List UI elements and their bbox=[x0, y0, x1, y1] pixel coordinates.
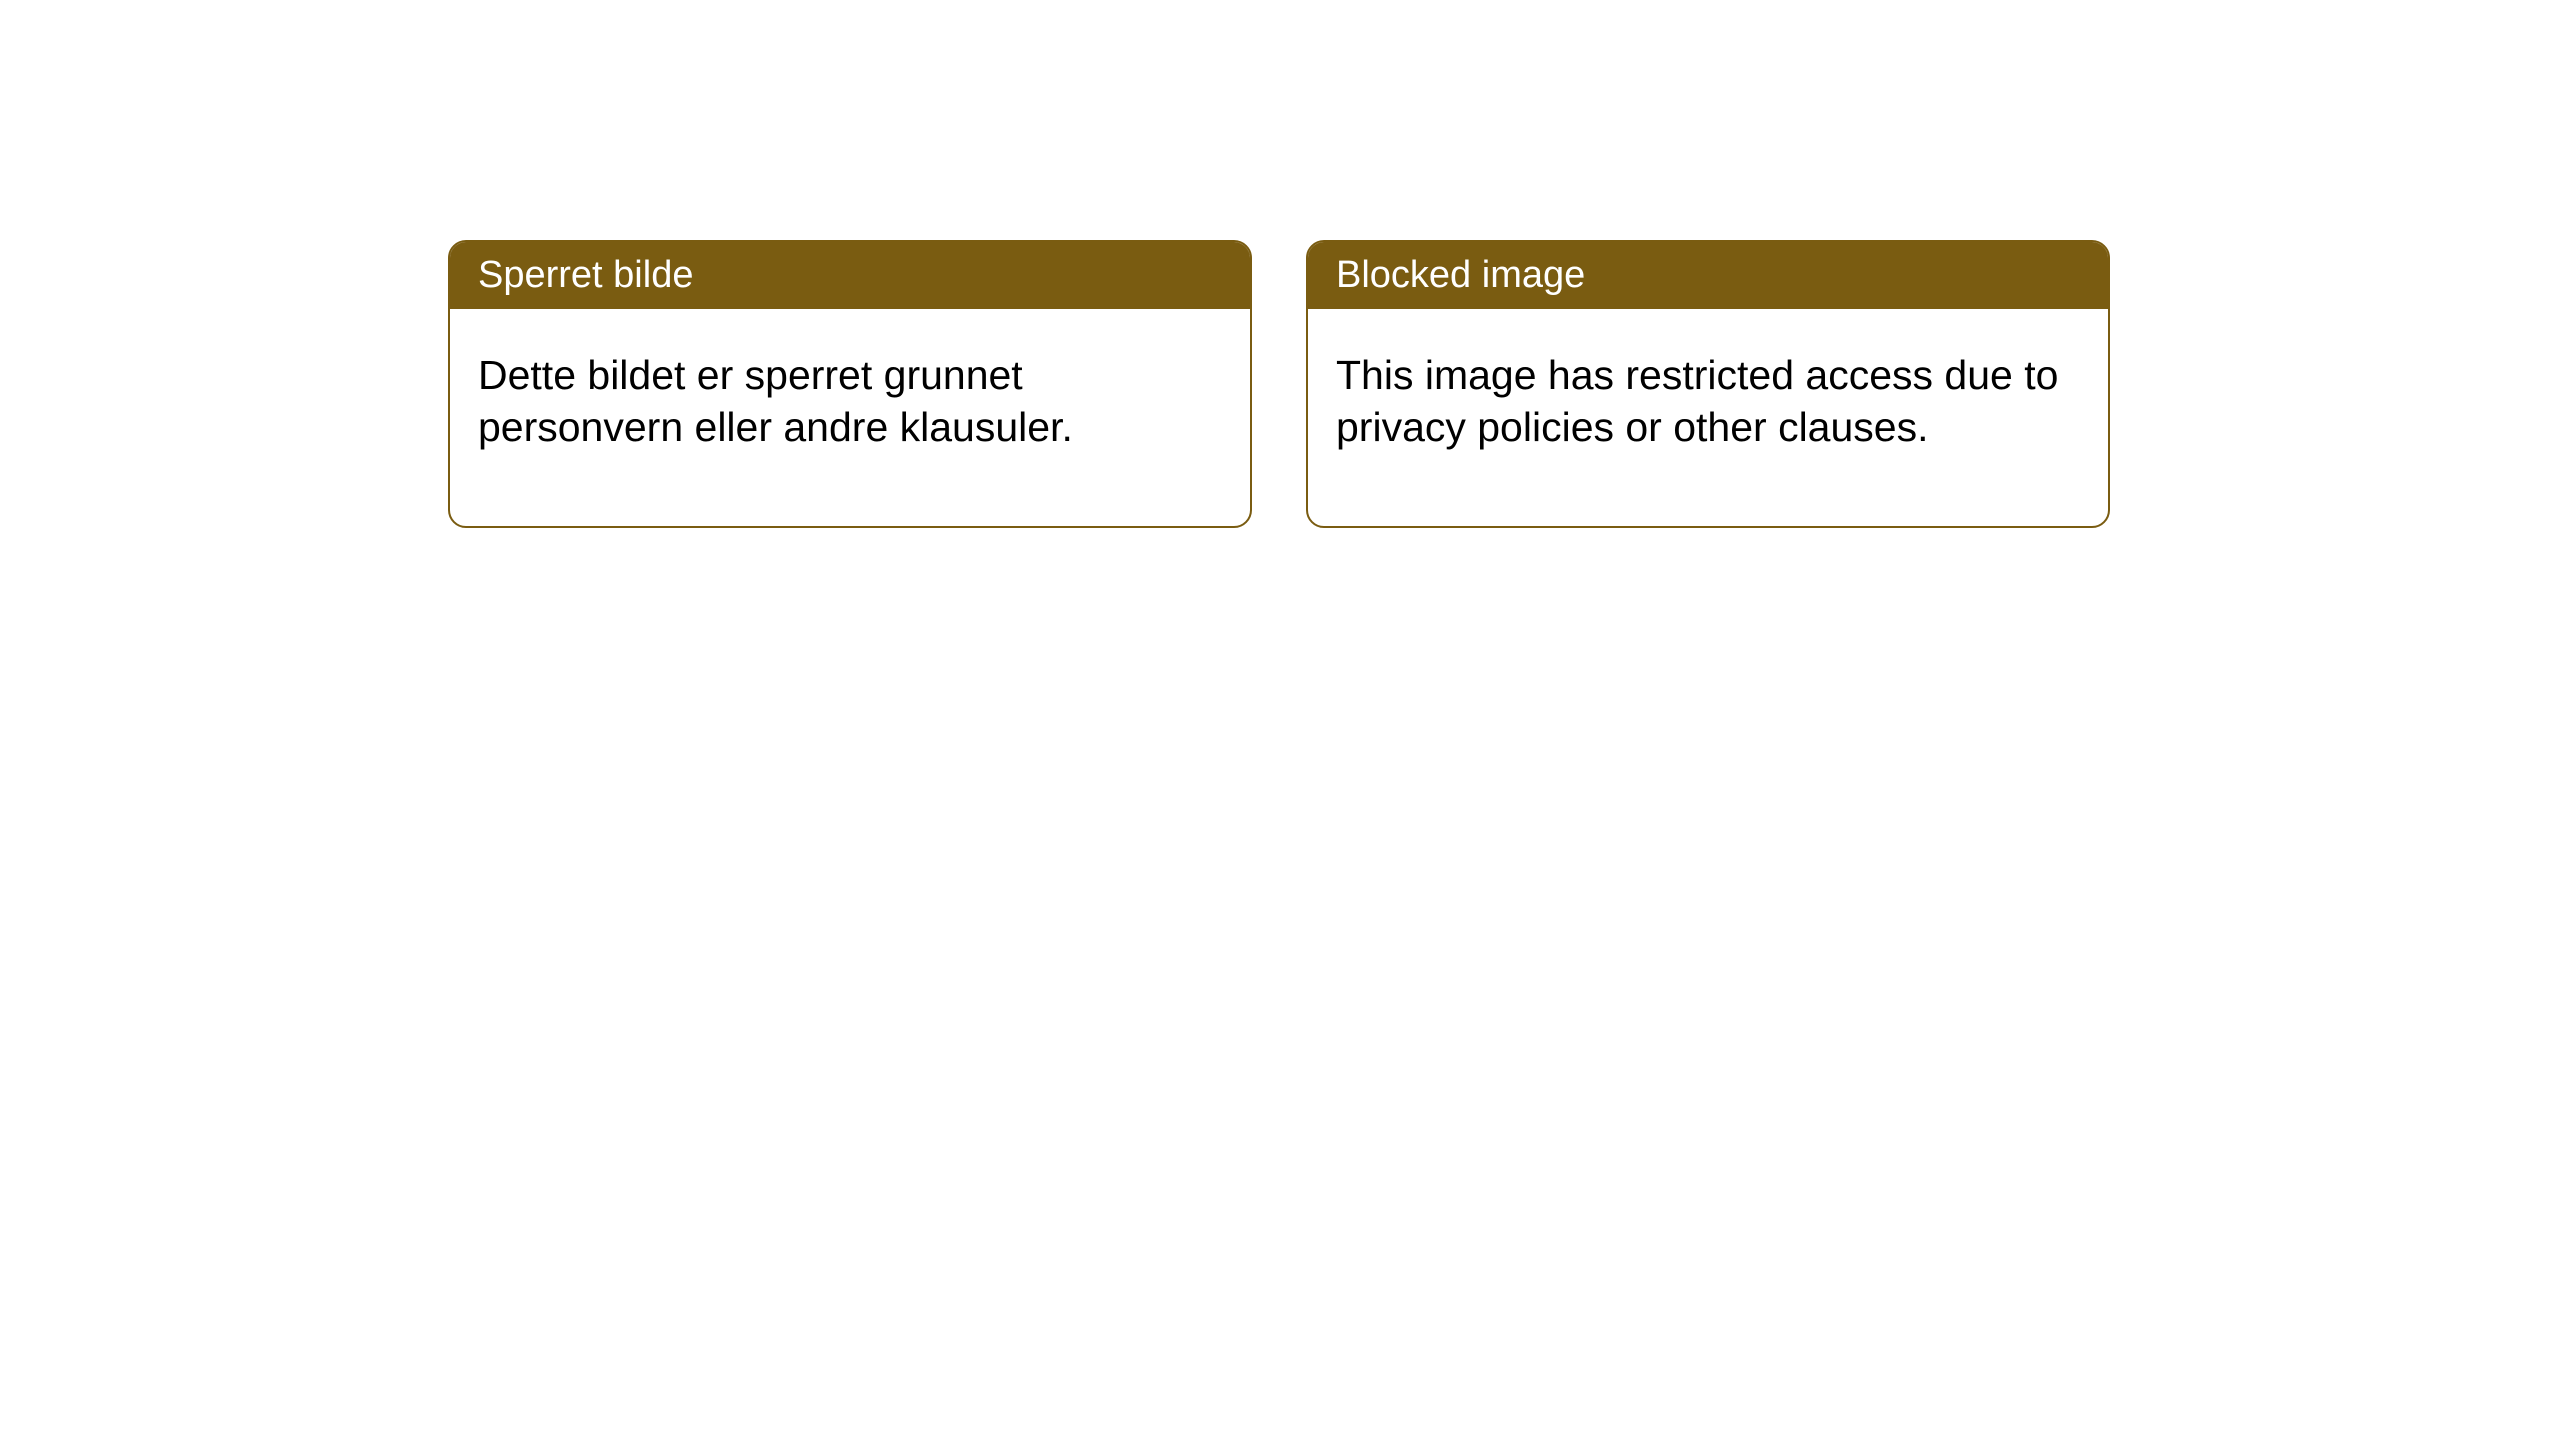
card-header: Blocked image bbox=[1308, 242, 2108, 309]
notice-cards-container: Sperret bilde Dette bildet er sperret gr… bbox=[448, 240, 2110, 528]
card-body-text: Dette bildet er sperret grunnet personve… bbox=[478, 352, 1073, 450]
card-title: Sperret bilde bbox=[478, 254, 693, 296]
card-body-text: This image has restricted access due to … bbox=[1336, 352, 2058, 450]
card-title: Blocked image bbox=[1336, 254, 1585, 296]
card-header: Sperret bilde bbox=[450, 242, 1250, 309]
notice-card-english: Blocked image This image has restricted … bbox=[1306, 240, 2110, 528]
notice-card-norwegian: Sperret bilde Dette bildet er sperret gr… bbox=[448, 240, 1252, 528]
card-body: This image has restricted access due to … bbox=[1308, 309, 2108, 526]
card-body: Dette bildet er sperret grunnet personve… bbox=[450, 309, 1250, 526]
